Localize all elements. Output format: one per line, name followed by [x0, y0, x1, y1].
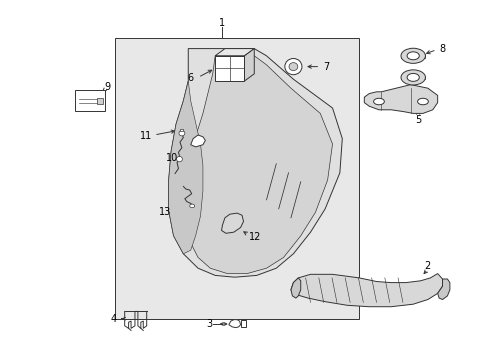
FancyBboxPatch shape: [75, 90, 105, 111]
Text: 10: 10: [165, 153, 178, 163]
Ellipse shape: [417, 98, 427, 105]
Polygon shape: [437, 279, 449, 300]
Ellipse shape: [400, 48, 425, 63]
Text: 11: 11: [139, 131, 152, 141]
Polygon shape: [221, 213, 243, 233]
Polygon shape: [290, 278, 300, 298]
Ellipse shape: [406, 73, 418, 81]
Text: 13: 13: [159, 207, 171, 217]
Ellipse shape: [284, 59, 302, 75]
Text: 12: 12: [248, 232, 261, 242]
Ellipse shape: [400, 70, 425, 85]
Ellipse shape: [179, 131, 184, 136]
Text: 1: 1: [219, 18, 225, 28]
Ellipse shape: [189, 204, 194, 208]
Polygon shape: [215, 49, 254, 56]
Ellipse shape: [373, 98, 384, 105]
Ellipse shape: [288, 63, 297, 71]
Polygon shape: [215, 56, 244, 81]
Text: 6: 6: [187, 73, 193, 84]
Text: 3: 3: [206, 319, 212, 329]
Text: 9: 9: [104, 82, 110, 92]
Polygon shape: [185, 56, 332, 274]
Polygon shape: [228, 320, 240, 328]
Bar: [97, 98, 102, 104]
Text: 4: 4: [110, 314, 116, 324]
Polygon shape: [290, 274, 442, 307]
Text: 2: 2: [424, 261, 430, 271]
Polygon shape: [168, 49, 342, 277]
Ellipse shape: [176, 156, 182, 162]
Polygon shape: [168, 81, 203, 254]
Text: 7: 7: [323, 62, 329, 72]
Polygon shape: [190, 135, 205, 147]
Ellipse shape: [406, 52, 418, 60]
Text: 5: 5: [414, 114, 420, 125]
Polygon shape: [364, 85, 437, 113]
Polygon shape: [244, 49, 254, 81]
Text: 8: 8: [439, 44, 445, 54]
Polygon shape: [180, 129, 183, 131]
Bar: [115, 38, 359, 319]
Bar: [241, 320, 245, 327]
